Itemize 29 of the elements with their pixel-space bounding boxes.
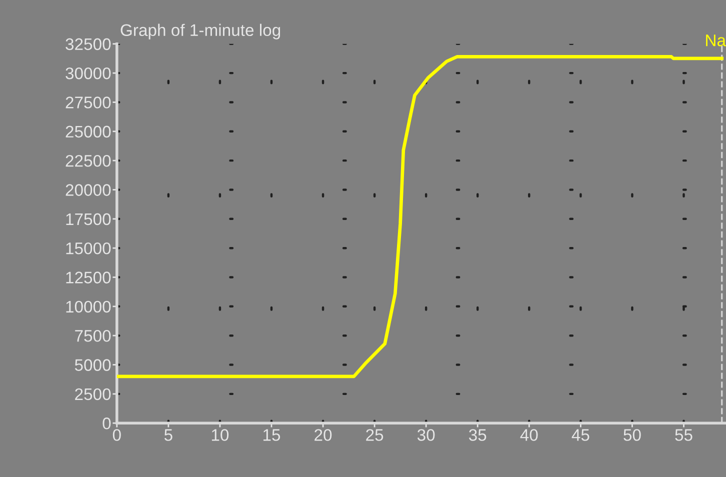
x-tick-label: 10	[212, 429, 229, 441]
y-tick-label: 30000	[66, 67, 111, 80]
x-tick-label: 30	[417, 429, 435, 441]
y-tick-label: 27500	[66, 96, 111, 108]
x-tick-label: 5	[164, 429, 172, 441]
y-tick-label: 12500	[66, 272, 111, 284]
y-tick-label: 15000	[66, 242, 111, 254]
y-tick-label: 10000	[66, 300, 111, 313]
y-tick-label: 22500	[66, 154, 111, 167]
x-tick-label: 25	[366, 429, 384, 441]
y-tick-label: 2500	[75, 388, 111, 400]
y-tick-label: 5000	[74, 359, 111, 371]
series-label: Na	[706, 34, 726, 46]
x-tick-label: 20	[314, 429, 332, 441]
y-tick-label: 20000	[66, 184, 111, 196]
chart-title: Graph of 1-minute log	[120, 24, 280, 40]
x-tick-label: 35	[468, 429, 486, 441]
y-tick-label: 7500	[75, 330, 111, 342]
x-tick-label: 15	[263, 429, 280, 441]
x-tick-label: 0	[112, 429, 121, 441]
y-tick-label: 32500	[66, 38, 111, 50]
y-tick-label: 17500	[66, 213, 111, 226]
x-tick-label: 40	[520, 429, 538, 441]
x-tick-label: 55	[675, 429, 692, 441]
y-tick-label: 25000	[66, 126, 111, 138]
y-tick-label: 0	[102, 418, 111, 430]
x-tick-label: 50	[624, 429, 641, 441]
x-tick-label: 45	[572, 429, 590, 441]
line-series	[116, 55, 724, 378]
